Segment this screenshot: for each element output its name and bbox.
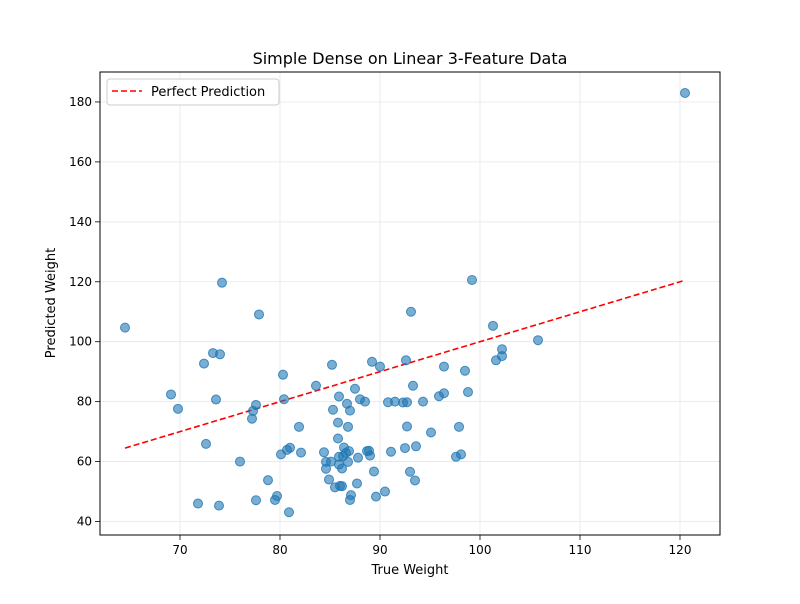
scatter-point [439,361,449,372]
scatter-point [327,359,337,370]
scatter-point [193,498,203,509]
legend: Perfect Prediction [106,78,280,106]
grid-lines [100,72,720,535]
scatter-point [680,87,690,98]
y-axis-label: Predicted Weight [44,248,59,358]
scatter-point [350,383,360,394]
scatter-point [402,397,412,408]
scatter-point [353,452,363,463]
x-tick-label: 90 [372,543,387,557]
scatter-point [418,396,428,407]
scatter-point [386,446,396,457]
scatter-point [467,274,477,285]
scatter-point [365,450,375,461]
scatter-point [367,356,377,367]
scatter-point [328,404,338,415]
scatter-point [426,427,436,438]
scatter-point [334,391,344,402]
scatter-point [254,309,264,320]
y-tick-label: 40 [77,515,92,529]
scatter-point [345,405,355,416]
scatter-point [400,443,410,454]
scatter-point [324,474,334,485]
scatter-point [463,387,473,398]
scatter-point [460,365,470,376]
scatter-point [401,355,411,366]
scatter-point [408,380,418,391]
y-tick-label: 140 [69,215,92,229]
scatter-point [263,475,273,486]
y-tick-label: 60 [77,455,92,469]
scatter-point [497,344,507,355]
scatter-point [343,421,353,432]
y-tick-label: 120 [69,275,92,289]
scatter-point [344,446,354,457]
scatter-point [235,456,245,467]
scatter-point [120,322,130,333]
y-tick-label: 100 [69,335,92,349]
scatter-point [380,486,390,497]
scatter-point [337,481,347,492]
x-axis-label: True Weight [370,563,448,578]
y-tick-label: 180 [69,95,92,109]
scatter-point [214,500,224,511]
legend-label: Perfect Prediction [151,85,265,100]
scatter-point [217,277,227,288]
scatter-point [375,361,385,372]
scatter-point [454,421,464,432]
scatter-point [346,490,356,501]
scatter-point [371,491,381,502]
x-tick-label: 120 [669,543,692,557]
scatter-point [284,507,294,518]
scatter-point [406,306,416,317]
scatter-point [337,463,347,474]
scatter-point [319,447,329,458]
axes-frame [99,71,721,536]
scatter-point [352,478,362,489]
scatter-points [120,87,690,518]
scatter-point [251,495,261,506]
scatter-point [294,421,304,432]
scatter-point [278,369,288,380]
scatter-point [279,394,289,405]
scatter-point [166,389,176,400]
y-axis-ticks: 40 60 80 100 120 140 160 180 [69,95,100,529]
legend-box [106,78,280,106]
scatter-point [333,417,343,428]
y-tick-label: 80 [77,395,92,409]
scatter-point [343,456,353,467]
scatter-point [360,396,370,407]
scatter-point [251,399,261,410]
scatter-point [199,358,209,369]
scatter-point [439,388,449,399]
scatter-point [411,441,421,452]
x-tick-label: 70 [172,543,187,557]
scatter-point [456,449,466,460]
chart-title: Simple Dense on Linear 3-Feature Data [253,49,568,68]
scatter-point [272,491,282,502]
x-tick-label: 100 [469,543,492,557]
scatter-point [410,475,420,486]
scatter-point [405,466,415,477]
x-tick-label: 110 [569,543,592,557]
scatter-point [488,320,498,331]
scatter-point [285,442,295,453]
scatter-point [333,433,343,444]
x-tick-label: 80 [272,543,287,557]
x-axis-ticks: 70 80 90 100 110 120 [172,535,691,557]
scatter-point [211,394,221,405]
scatter-point [201,438,211,449]
scatter-point [369,466,379,477]
y-tick-label: 160 [69,155,92,169]
scatter-point [215,349,225,360]
scatter-point [402,421,412,432]
scatter-point [311,380,321,391]
scatter-point [296,447,306,458]
scatter-point [173,403,183,414]
scatter-point [533,335,543,346]
